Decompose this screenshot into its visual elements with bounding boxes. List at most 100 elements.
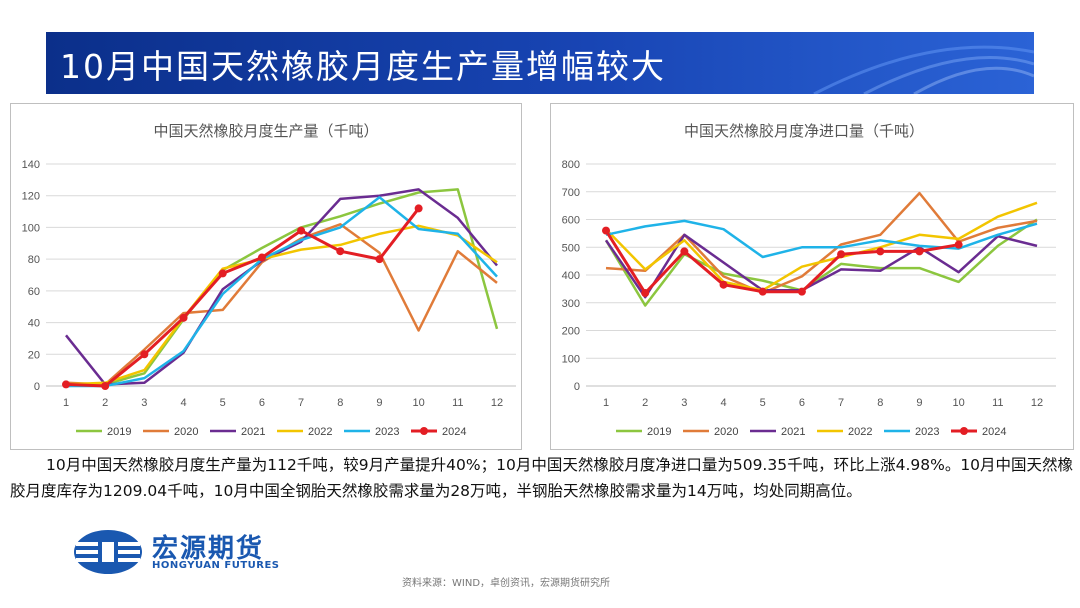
series-line-2024 bbox=[65, 207, 420, 388]
x-tick-label: 9 bbox=[376, 397, 382, 409]
y-tick-label: 60 bbox=[28, 286, 40, 298]
series-line-2020 bbox=[605, 191, 1038, 295]
legend-marker-2024 bbox=[960, 427, 968, 435]
legend-label-2024: 2024 bbox=[442, 426, 466, 438]
data-point-2024 bbox=[336, 247, 345, 256]
chart-title: 中国天然橡胶月度净进口量（千吨） bbox=[684, 122, 924, 140]
x-tick-label: 4 bbox=[720, 397, 726, 409]
x-tick-label: 10 bbox=[413, 397, 425, 409]
logo-text-cn: 宏源期货 bbox=[152, 534, 265, 564]
y-tick-label: 0 bbox=[34, 381, 40, 393]
x-tick-label: 3 bbox=[681, 397, 687, 409]
import-chart-panel: 中国天然橡胶月度净进口量（千吨） 0 100 200 300 400 500 600 700 80… bbox=[550, 103, 1074, 450]
x-tick-label: 3 bbox=[141, 397, 147, 409]
legend-label-2019: 2019 bbox=[107, 426, 131, 438]
y-tick-label: 80 bbox=[28, 254, 40, 266]
y-tick-label: 800 bbox=[562, 159, 580, 171]
chart-title: 中国天然橡胶月度生产量（千吨） bbox=[153, 122, 378, 140]
legend-marker-2024 bbox=[420, 427, 428, 435]
data-point-2024 bbox=[797, 287, 806, 296]
legend-label-2019: 2019 bbox=[647, 426, 671, 438]
x-tick-label: 9 bbox=[916, 397, 922, 409]
legend-label-2020: 2020 bbox=[174, 426, 198, 438]
data-point-2024 bbox=[101, 382, 110, 390]
x-tick-label: 12 bbox=[1031, 397, 1043, 409]
data-point-2024 bbox=[297, 226, 306, 235]
x-tick-label: 10 bbox=[953, 397, 965, 409]
legend-label-2024: 2024 bbox=[982, 426, 1006, 438]
y-tick-label: 300 bbox=[562, 298, 580, 310]
legend-label-2023: 2023 bbox=[915, 426, 939, 438]
x-tick-label: 11 bbox=[992, 397, 1003, 409]
y-tick-label: 400 bbox=[562, 270, 580, 282]
data-point-2024 bbox=[62, 380, 70, 389]
y-tick-label: 120 bbox=[22, 191, 40, 203]
source-note: 资料来源：WIND，卓创资讯，宏源期货研究所 bbox=[402, 578, 611, 589]
data-point-2024 bbox=[179, 313, 188, 322]
legend-label-2022: 2022 bbox=[308, 426, 332, 438]
company-logo: 宏源期货 HONGYUAN FUTURES bbox=[72, 528, 312, 576]
legend-label-2020: 2020 bbox=[714, 426, 738, 438]
x-tick-label: 5 bbox=[220, 397, 226, 409]
data-point-2024 bbox=[680, 247, 689, 256]
y-tick-label: 500 bbox=[562, 242, 580, 254]
data-point-2024 bbox=[876, 247, 885, 256]
x-tick-label: 2 bbox=[102, 397, 108, 409]
x-tick-label: 5 bbox=[760, 397, 766, 409]
x-tick-label: 1 bbox=[603, 397, 609, 409]
data-point-2024 bbox=[140, 350, 149, 359]
x-tick-label: 8 bbox=[877, 397, 883, 409]
data-point-2024 bbox=[915, 247, 924, 256]
logo-mark-icon bbox=[74, 530, 142, 574]
data-point-2024 bbox=[218, 269, 227, 278]
summary-text: 10月中国天然橡胶月度生产量为112千吨，较9月产量提升40%；10月中国天然橡… bbox=[10, 456, 1074, 500]
y-tick-label: 600 bbox=[562, 215, 580, 227]
y-tick-label: 20 bbox=[28, 349, 40, 361]
banner-stripes-decoration bbox=[813, 45, 1034, 94]
data-point-2024 bbox=[257, 253, 266, 262]
series-line-2019 bbox=[604, 218, 1038, 307]
series-line-2022 bbox=[65, 224, 498, 386]
y-tick-label: 700 bbox=[562, 187, 580, 199]
y-tick-label: 100 bbox=[562, 353, 580, 365]
net-import-line-chart: 中国天然橡胶月度净进口量（千吨） 0 100 200 300 400 500 600 700 80… bbox=[562, 122, 1056, 438]
data-point-2024 bbox=[375, 255, 384, 264]
x-tick-label: 12 bbox=[491, 397, 503, 409]
page-title: 10月中国天然橡胶月度生产量增幅较大 bbox=[60, 47, 666, 86]
data-point-2024 bbox=[837, 250, 846, 259]
y-tick-label: 100 bbox=[22, 222, 40, 234]
legend-label-2022: 2022 bbox=[848, 426, 872, 438]
x-tick-label: 7 bbox=[298, 397, 304, 409]
x-tick-label: 6 bbox=[799, 397, 805, 409]
data-point-2024 bbox=[758, 287, 767, 296]
y-tick-label: 140 bbox=[22, 159, 40, 171]
legend-label-2023: 2023 bbox=[375, 426, 399, 438]
series-line-2019 bbox=[65, 188, 499, 388]
title-banner: 10月中国天然橡胶月度生产量增幅较大 bbox=[46, 32, 1034, 94]
x-tick-label: 11 bbox=[452, 397, 463, 409]
series-line-2021 bbox=[65, 188, 498, 386]
legend-label-2021: 2021 bbox=[241, 426, 265, 438]
series-line-2024 bbox=[604, 229, 959, 295]
series-line-2023 bbox=[605, 219, 1038, 259]
legend-label-2021: 2021 bbox=[781, 426, 805, 438]
x-tick-label: 1 bbox=[63, 397, 69, 409]
x-tick-label: 6 bbox=[259, 397, 265, 409]
production-chart-panel: 中国天然橡胶月度生产量（千吨） 0 20 40 60 80 100 120 140 1 2 3 4 5 6 7… bbox=[10, 103, 522, 450]
x-tick-label: 8 bbox=[337, 397, 343, 409]
data-point-2024 bbox=[602, 226, 610, 235]
data-point-2024 bbox=[414, 204, 423, 213]
series-line-2023 bbox=[66, 196, 498, 388]
x-tick-label: 7 bbox=[838, 397, 844, 409]
data-point-2024 bbox=[954, 240, 963, 249]
data-point-2024 bbox=[719, 280, 728, 289]
x-tick-label: 4 bbox=[180, 397, 186, 409]
logo-text-en: HONGYUAN FUTURES bbox=[152, 560, 280, 571]
y-tick-label: 40 bbox=[28, 318, 40, 330]
series-line-2022 bbox=[605, 201, 1038, 292]
y-tick-label: 200 bbox=[562, 326, 580, 338]
x-tick-label: 2 bbox=[642, 397, 648, 409]
y-tick-label: 0 bbox=[574, 381, 580, 393]
data-point-2024 bbox=[641, 289, 650, 298]
